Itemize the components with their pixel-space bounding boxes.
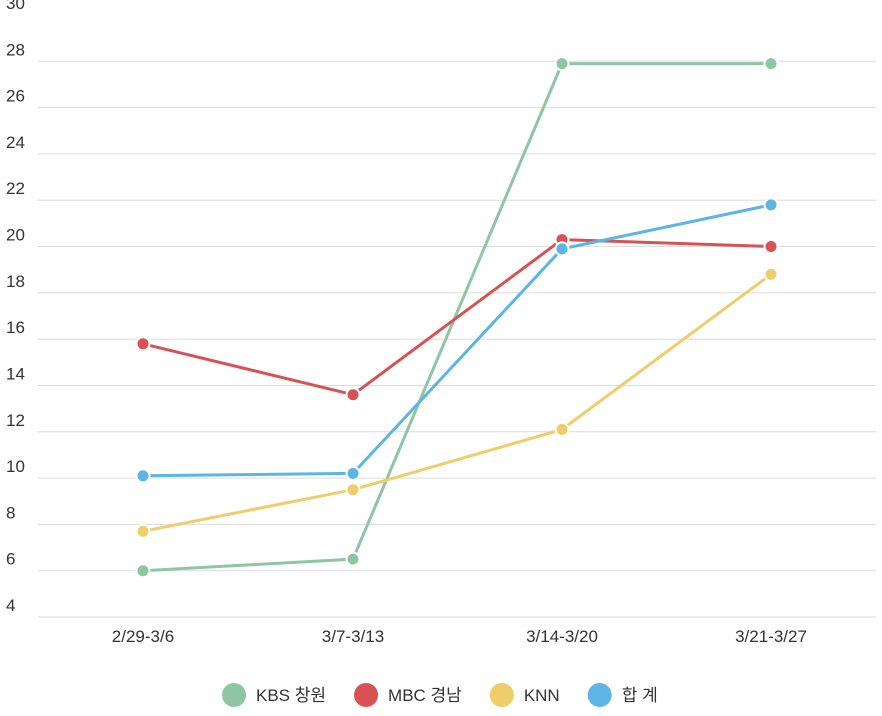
- legend-marker: [354, 683, 379, 707]
- data-point[interactable]: [135, 563, 151, 579]
- y-tick-label: 14: [6, 364, 25, 383]
- legend-marker: [489, 683, 514, 707]
- grid: [38, 60, 876, 618]
- y-tick-label: 8: [6, 503, 15, 522]
- y-tick-label: 22: [6, 179, 25, 198]
- data-point[interactable]: [345, 482, 361, 498]
- legend-item-0[interactable]: KBS 창원: [222, 683, 326, 707]
- y-tick-label: 24: [6, 133, 25, 152]
- data-point[interactable]: [763, 239, 779, 254]
- legend-label: 합 계: [622, 686, 658, 705]
- data-point[interactable]: [345, 387, 361, 403]
- x-tick-label: 2/29-3/6: [112, 627, 174, 646]
- data-point[interactable]: [135, 336, 151, 352]
- y-axis-ticks: 4 6 8 10 12 14 16 18 20 22 24 26 28 30: [6, 0, 25, 615]
- data-point[interactable]: [554, 422, 570, 437]
- data-point[interactable]: [345, 551, 361, 567]
- series-line-3: [141, 203, 773, 478]
- y-tick-label: 10: [6, 457, 25, 476]
- data-point[interactable]: [763, 197, 779, 213]
- y-tick-label: 30: [6, 0, 25, 13]
- x-tick-label: 3/7-3/13: [322, 627, 384, 646]
- data-point[interactable]: [135, 468, 151, 484]
- y-tick-label: 28: [6, 40, 25, 59]
- y-tick-label: 18: [6, 272, 25, 291]
- data-point[interactable]: [763, 56, 779, 72]
- y-tick-label: 4: [6, 596, 15, 615]
- legend-label: KNN: [524, 686, 560, 705]
- legend-label: KBS 창원: [256, 686, 326, 705]
- legend-label: MBC 경남: [388, 686, 462, 705]
- series-line-2: [141, 272, 773, 533]
- legend-item-3[interactable]: 합 계: [587, 683, 658, 707]
- legend-marker: [222, 683, 246, 707]
- data-point[interactable]: [763, 266, 779, 282]
- x-axis-ticks: 2/29-3/6 3/7-3/13 3/14-3/20 3/21-3/27: [112, 627, 807, 646]
- y-tick-label: 12: [6, 411, 25, 430]
- data-point[interactable]: [554, 241, 570, 257]
- legend: KBS 창원 MBC 경남 KNN 합 계: [222, 683, 658, 707]
- legend-marker: [587, 683, 612, 707]
- series-lines: [141, 62, 773, 573]
- data-point[interactable]: [345, 465, 361, 481]
- series-line-1: [141, 238, 773, 397]
- x-tick-label: 3/21-3/27: [735, 627, 807, 646]
- y-tick-label: 16: [6, 318, 25, 337]
- y-tick-label: 26: [6, 87, 25, 106]
- x-tick-label: 3/14-3/20: [526, 627, 598, 646]
- legend-item-1[interactable]: MBC 경남: [354, 683, 462, 707]
- series-points: [135, 56, 779, 579]
- y-tick-label: 6: [6, 550, 15, 569]
- data-point[interactable]: [135, 523, 151, 539]
- y-tick-label: 20: [6, 226, 25, 245]
- legend-item-2[interactable]: KNN: [489, 683, 560, 707]
- series-line-0: [141, 62, 773, 573]
- data-point[interactable]: [554, 56, 570, 72]
